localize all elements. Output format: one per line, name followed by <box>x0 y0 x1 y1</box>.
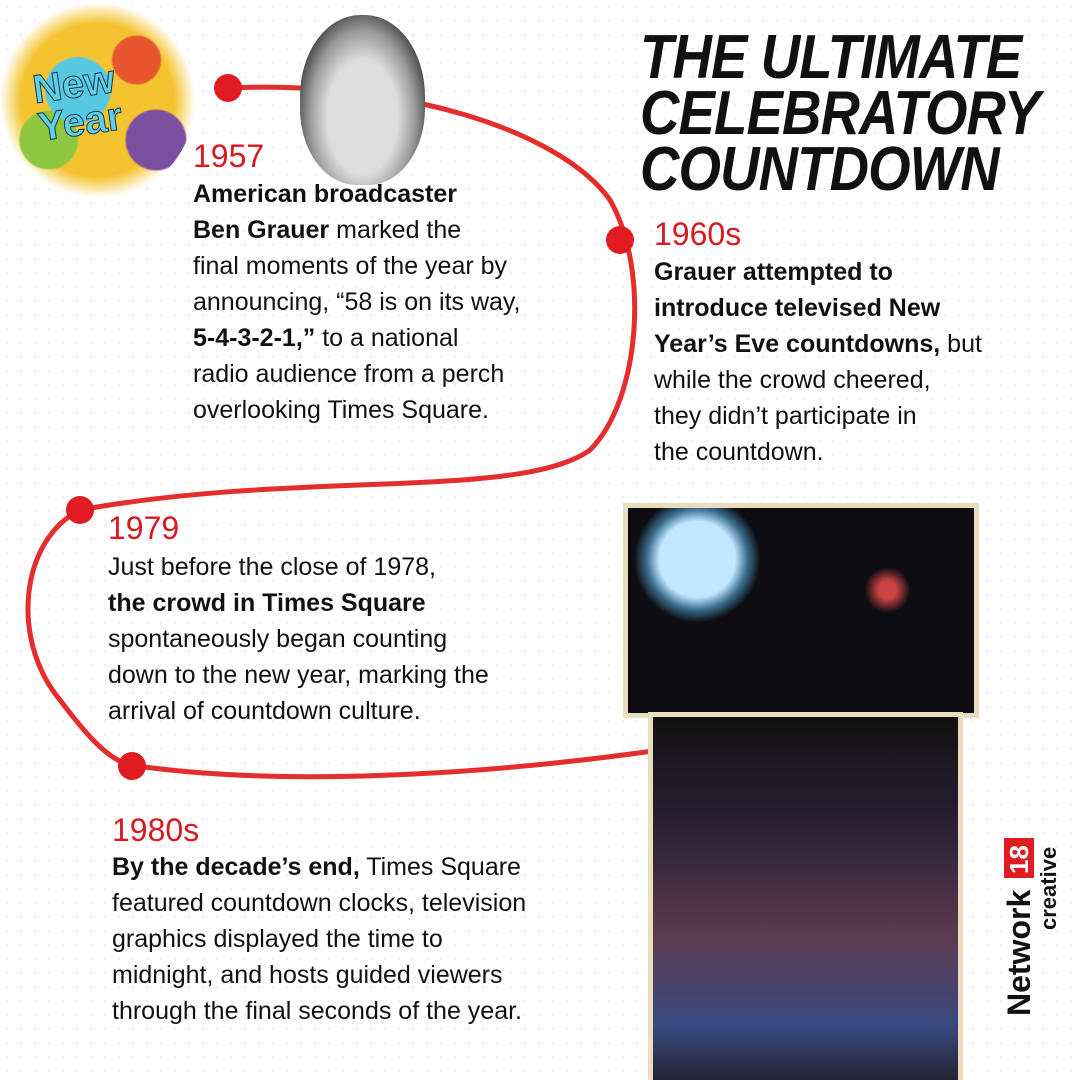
times-square-crowd-photo <box>648 712 963 1080</box>
page-title: THE ULTIMATE CELEBRATORY COUNTDOWN <box>640 23 1040 204</box>
svg-text:18: 18 <box>1004 845 1034 874</box>
ben-grauer-portrait <box>300 15 425 185</box>
svg-text:creative: creative <box>1036 847 1061 930</box>
times-square-ball-photo <box>623 503 979 718</box>
new-year-illustration: New Year <box>0 0 195 200</box>
year-1979: 1979 <box>108 510 180 546</box>
timeline-dot-1960s <box>606 226 634 254</box>
text-1980s: By the decade’s end, Times Square featur… <box>112 853 527 1025</box>
svg-text:Network: Network <box>1001 890 1037 1016</box>
text-1960s: Grauer attempted to introduce televised … <box>654 258 982 466</box>
year-1960s: 1960s <box>654 216 742 252</box>
year-1980s: 1980s <box>112 812 200 848</box>
timeline-dot-1957 <box>214 74 242 102</box>
network18-creative-logo: 18 Network creative <box>1001 838 1061 1016</box>
timeline-dot-1979 <box>66 496 94 524</box>
text-1957: American broadcaster Ben Grauer marked t… <box>193 180 521 424</box>
text-1979: Just before the close of 1978, the crowd… <box>108 553 489 725</box>
timeline-dot-1980s <box>118 752 146 780</box>
year-1957: 1957 <box>193 138 265 174</box>
